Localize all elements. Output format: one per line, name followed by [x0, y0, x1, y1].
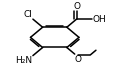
Text: OH: OH [93, 15, 107, 24]
Text: O: O [75, 55, 82, 64]
Text: H₂N: H₂N [15, 56, 32, 65]
Text: Cl: Cl [23, 10, 32, 19]
Text: O: O [74, 2, 81, 11]
